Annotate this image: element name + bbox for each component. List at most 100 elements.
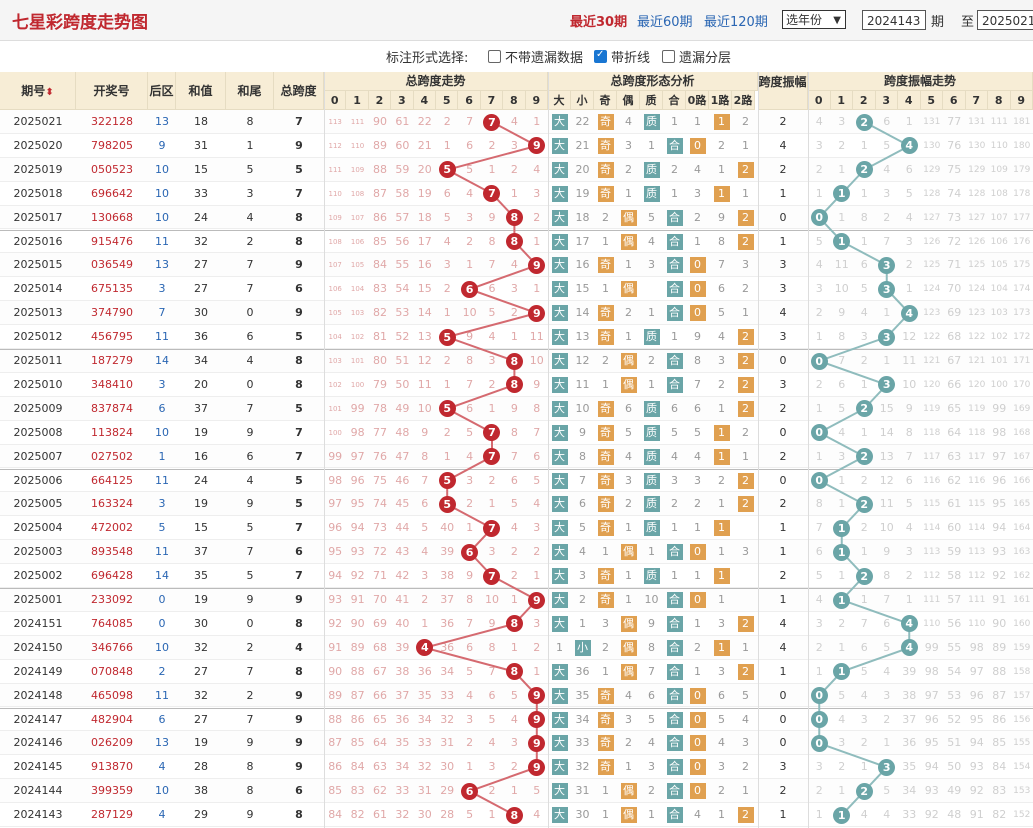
amp-trend-miss: 71 <box>947 258 962 272</box>
form-cell: 质 <box>640 469 663 493</box>
span-trend-miss: 7 <box>488 258 496 272</box>
form-cell: 1 <box>671 115 678 128</box>
amp-cell: 1 <box>779 234 787 248</box>
span-ball: 8 <box>505 806 523 824</box>
span-ball: 9 <box>528 734 546 752</box>
span-trend-miss: 77 <box>372 425 387 439</box>
form-cell: 16 <box>575 258 590 272</box>
form-cell: 0 <box>686 277 709 301</box>
option-miss-layer[interactable]: 遗漏分层 <box>662 47 731 66</box>
amp-trend-ball: 1 <box>831 182 854 206</box>
span-trend-miss: 9 <box>488 210 496 224</box>
form-marker: 合 <box>666 615 683 632</box>
span-trend-digit-8: 8 <box>503 91 526 110</box>
amp-trend-miss: 126 <box>923 236 941 247</box>
form-cell: 合 <box>663 540 686 564</box>
form-cell: 15 <box>575 282 590 296</box>
amp-trend-miss: 59 <box>947 545 962 559</box>
form-cell: 奇 <box>594 134 617 158</box>
year-select[interactable]: 选年份 ▼ <box>782 10 846 29</box>
amp-ball: 1 <box>833 591 851 609</box>
option-polyline[interactable]: 带折线 <box>594 47 650 66</box>
amp-trend-miss: 67 <box>947 354 962 367</box>
span-ball: 8 <box>505 663 523 681</box>
amp-trend-miss: 7 <box>905 449 913 463</box>
span-trend-miss: 84 <box>328 808 343 822</box>
checkbox-icon[interactable] <box>488 50 501 63</box>
span-trend-miss: 76 <box>372 449 387 463</box>
amp-trend-miss: 161 <box>1013 595 1031 605</box>
amp-ball: 1 <box>833 519 851 537</box>
amp-trend-miss: 173 <box>1013 308 1031 319</box>
form-cell: 36 <box>575 664 590 678</box>
issue-cell: 2025004 <box>13 521 63 535</box>
span-trend-ball: 7 <box>481 110 503 134</box>
span-trend-miss: 3 <box>488 760 496 774</box>
range-30-link[interactable]: 最近30期 <box>570 15 628 30</box>
amp-trend-miss: 4 <box>883 162 891 176</box>
span-trend-miss: 106 <box>328 285 342 294</box>
span-trend-miss: 3 <box>466 712 474 726</box>
span-trend-miss: 22 <box>417 115 432 128</box>
to-issue-input[interactable]: 2025021 <box>977 10 1033 30</box>
tail-cell: 5 <box>246 162 254 176</box>
issue-cell: 2025021 <box>13 115 63 128</box>
issue-cell: 2025001 <box>13 593 63 606</box>
amp-trend-miss: 38 <box>902 688 917 702</box>
amp-trend-ball: 0 <box>808 684 831 708</box>
table-row <box>0 444 1033 469</box>
amp-trend-miss: 115 <box>968 499 986 510</box>
tail-cell: 7 <box>246 545 254 559</box>
amp-ball: 0 <box>810 352 828 370</box>
amp-trend-ball: 1 <box>831 516 854 540</box>
form-cell: 1 <box>625 760 632 774</box>
draw-cell: 399359 <box>91 784 133 798</box>
amp-trend-miss: 101 <box>990 356 1008 366</box>
form-cell: 3 <box>718 616 725 630</box>
span-cell: 9 <box>295 736 303 750</box>
amp-ball: 0 <box>810 472 828 489</box>
form-marker: 大 <box>551 185 568 202</box>
tail-cell: 7 <box>246 664 254 678</box>
form-cell: 奇 <box>594 158 617 182</box>
amp-trend-miss: 110 <box>923 618 941 629</box>
draw-cell: 482904 <box>91 712 133 726</box>
back-cell: 6 <box>158 401 166 415</box>
form-cell: 1 <box>718 593 725 606</box>
form-cell: 奇 <box>594 253 617 277</box>
back-cell: 11 <box>155 545 169 559</box>
option-no-miss[interactable]: 不带遗漏数据 <box>488 47 583 66</box>
issue-header[interactable]: 期号⬍ <box>0 72 76 110</box>
range-120-link[interactable]: 最近120期 <box>704 15 768 30</box>
form-marker: 2 <box>737 400 754 417</box>
span-trend-miss: 4 <box>510 115 518 128</box>
span-cell: 7 <box>295 569 303 583</box>
amp-trend-miss: 1 <box>883 736 891 750</box>
span-trend-miss: 70 <box>372 593 387 606</box>
span-trend-miss: 102 <box>328 380 342 389</box>
form-marker: 大 <box>551 663 568 680</box>
amp-trend-miss: 129 <box>968 164 986 175</box>
from-issue-input[interactable]: 2024143 <box>862 10 926 30</box>
top-bar: 七星彩跨度走势图 最近30期 最近60期 最近120期 选年份 ▼ 202414… <box>0 0 1033 41</box>
form-marker: 1 <box>713 568 730 585</box>
span-trend-miss: 36 <box>395 712 410 726</box>
form-cell: 8 <box>694 354 701 367</box>
span-trend-miss: 64 <box>372 736 387 750</box>
sort-icon[interactable]: ⬍ <box>45 87 54 98</box>
form-cell: 合 <box>663 684 686 708</box>
amp-trend-ball: 0 <box>808 206 831 230</box>
form-cell: 奇 <box>594 301 617 325</box>
sum-cell: 27 <box>194 258 208 272</box>
form-cell: 1 <box>742 186 749 200</box>
amp-cell: 0 <box>779 473 787 487</box>
form-marker: 0 <box>689 735 706 752</box>
form-cell: 2 <box>718 377 725 391</box>
span-trend-miss: 89 <box>328 688 343 702</box>
checkbox-checked-icon[interactable] <box>594 49 607 63</box>
checkbox-icon[interactable] <box>662 50 675 63</box>
span-trend-miss: 6 <box>466 138 474 152</box>
form-marker: 质 <box>643 472 660 489</box>
form-cell: 6 <box>671 401 678 415</box>
range-60-link[interactable]: 最近60期 <box>637 15 693 30</box>
